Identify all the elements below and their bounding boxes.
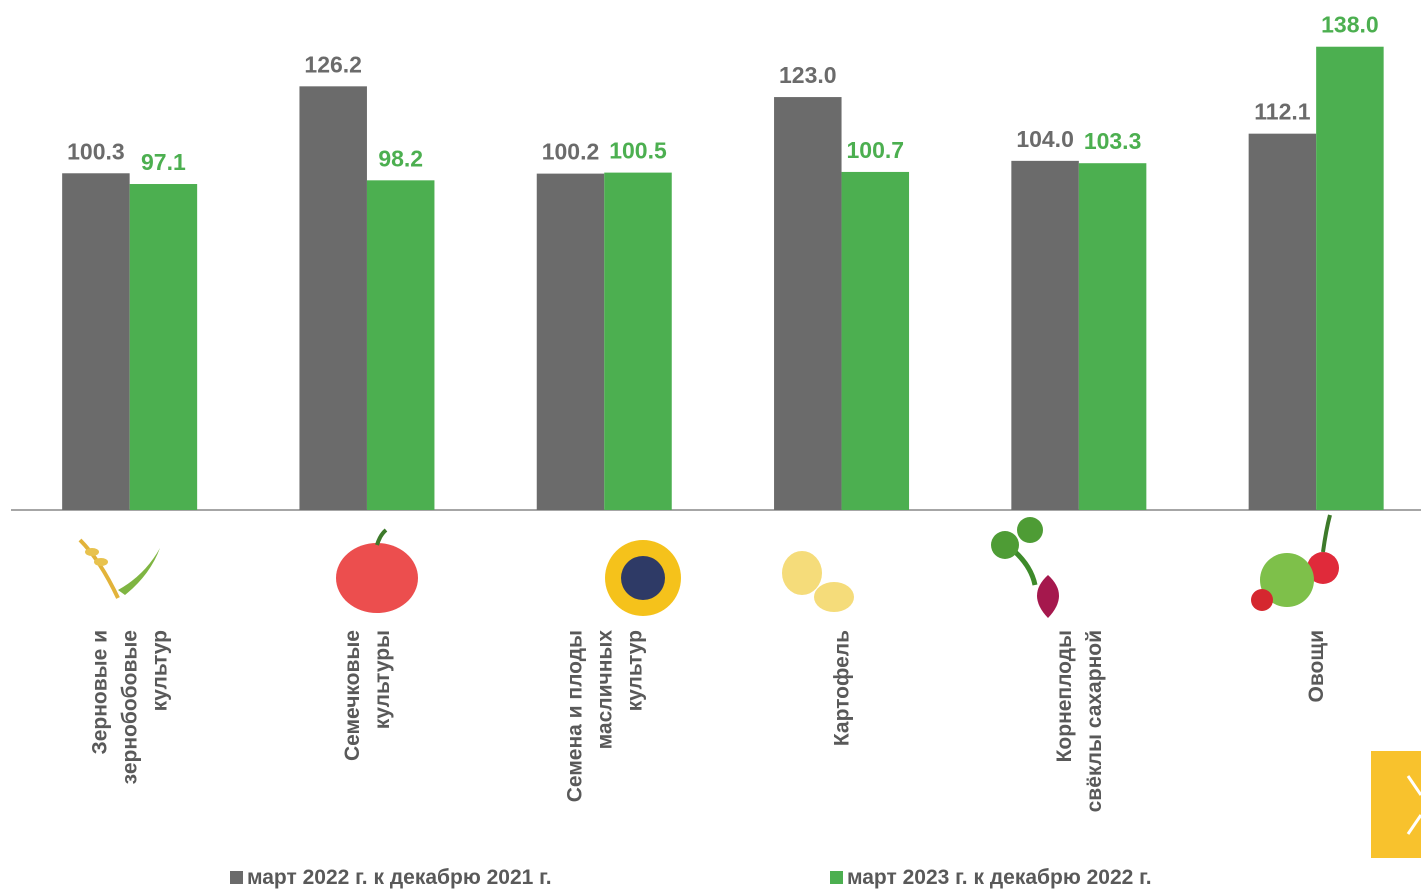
x-tick-label: Зерновые и зернобобовые культур [89,630,172,784]
value-label: 100.2 [542,139,600,165]
x-tick-label-line: Картофель [831,630,854,746]
value-label: 97.1 [141,149,186,175]
bar [367,180,435,510]
x-tick-label: Семечковые культуры [341,630,394,761]
bar [1011,161,1079,510]
value-label: 100.3 [67,138,125,164]
legend-swatch [830,871,843,884]
value-label: 112.1 [1254,99,1310,125]
bar [774,97,842,510]
value-label: 98.2 [378,145,423,171]
legend-label: март 2022 г. к декабрю 2021 г. [247,866,552,889]
value-label: 138.0 [1321,12,1379,38]
value-label: 104.0 [1016,126,1074,152]
x-tick-label: Корнеплоды свёклы сахарной [1053,630,1106,812]
x-tick-label: Овощи [1305,630,1328,702]
x-tick-label-line: Семечковые [341,630,364,761]
next-button[interactable] [1371,751,1421,858]
legend-label: март 2023 г. к декабрю 2022 г. [847,866,1152,889]
icon-potato [782,551,854,612]
x-tick-label-line: масличных [593,630,616,750]
value-label: 123.0 [779,62,837,88]
x-tick-label-line: Семена и плоды [563,630,586,802]
bar [842,172,910,510]
x-tick-label-line: зернобобовые [119,630,142,784]
page: {"chart_data": {"type": "bar", "categori… [0,0,1421,891]
icon-apple [336,530,418,613]
bar [62,173,129,510]
bar [1249,134,1317,510]
bar [537,174,605,510]
x-tick-label-line: Овощи [1305,630,1328,702]
x-tick-label-line: свёклы сахарной [1083,630,1106,812]
x-tick-label-line: культуры [371,630,394,729]
icon-vegetables [1251,515,1339,611]
bar [130,184,198,510]
x-tick-label-line: культур [149,630,172,711]
value-label: 103.3 [1084,128,1142,154]
legend-swatch [230,871,243,884]
chart: 100.3 97.1 Зерновые и зернобобовые культур 12… [0,0,1421,891]
bar [1316,47,1384,510]
bar [299,86,367,510]
icon-sunflower [605,540,681,616]
bar [604,173,672,510]
x-tick-label-line: культур [623,630,646,711]
icon-grain [80,540,160,598]
x-tick-label: Семена и плоды масличных культур [563,630,646,803]
value-label: 126.2 [304,51,362,77]
x-tick-label: Картофель [831,630,854,746]
value-label: 100.5 [609,138,667,164]
x-tick-label-line: Зерновые и [89,630,112,754]
icon-beet [991,517,1059,618]
value-label: 100.7 [847,137,905,163]
x-tick-label-line: Корнеплоды [1053,630,1076,762]
bar [1079,163,1147,510]
